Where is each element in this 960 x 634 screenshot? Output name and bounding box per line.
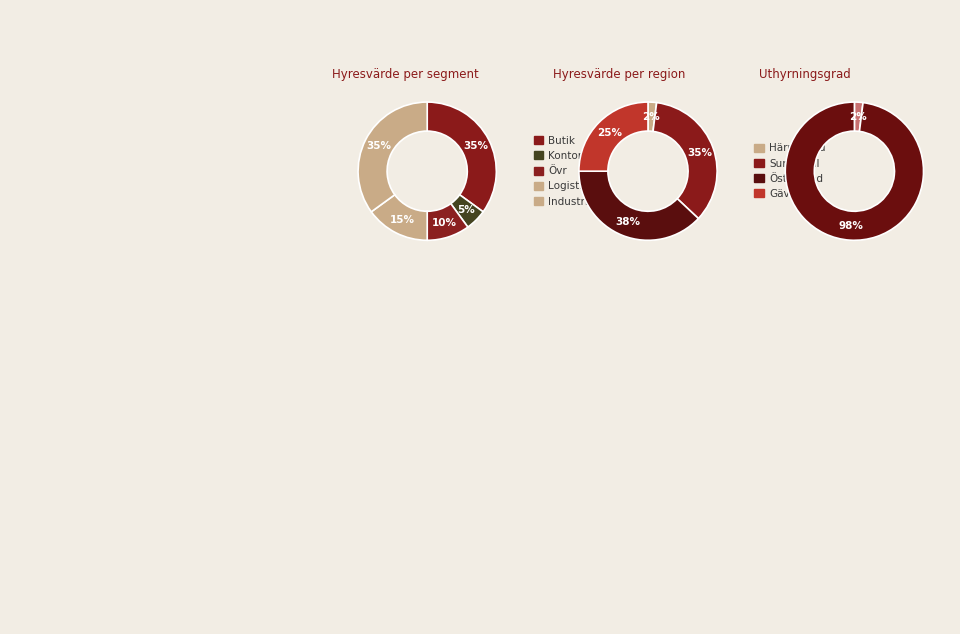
Text: 35%: 35% bbox=[464, 141, 489, 152]
Wedge shape bbox=[854, 102, 863, 131]
Legend: Härnösand, Sundsvall, Östersund, Gävle: Härnösand, Sundsvall, Östersund, Gävle bbox=[754, 142, 827, 200]
Text: Hyresvärde per segment: Hyresvärde per segment bbox=[332, 68, 479, 81]
Text: 2%: 2% bbox=[849, 112, 867, 122]
Text: 2%: 2% bbox=[642, 112, 660, 122]
Legend: Butik, Kontor, Övr, Logistik, Industri: Butik, Kontor, Övr, Logistik, Industri bbox=[533, 134, 589, 208]
Wedge shape bbox=[427, 204, 468, 240]
Wedge shape bbox=[785, 102, 924, 240]
Text: 38%: 38% bbox=[615, 217, 640, 227]
Wedge shape bbox=[579, 102, 648, 171]
Wedge shape bbox=[358, 102, 427, 212]
Text: 25%: 25% bbox=[597, 127, 622, 138]
Text: Uthyrningsgrad: Uthyrningsgrad bbox=[759, 68, 852, 81]
Wedge shape bbox=[451, 195, 483, 227]
Wedge shape bbox=[579, 171, 698, 240]
Wedge shape bbox=[648, 102, 657, 131]
Text: Hyresvärde per region: Hyresvärde per region bbox=[553, 68, 685, 81]
Text: 98%: 98% bbox=[838, 221, 863, 231]
Text: 35%: 35% bbox=[366, 141, 391, 152]
Text: 15%: 15% bbox=[390, 215, 415, 225]
Wedge shape bbox=[427, 102, 496, 212]
Text: 5%: 5% bbox=[457, 205, 474, 215]
Text: 35%: 35% bbox=[686, 148, 712, 158]
Wedge shape bbox=[372, 195, 427, 240]
Wedge shape bbox=[653, 103, 717, 219]
Text: 10%: 10% bbox=[432, 218, 457, 228]
